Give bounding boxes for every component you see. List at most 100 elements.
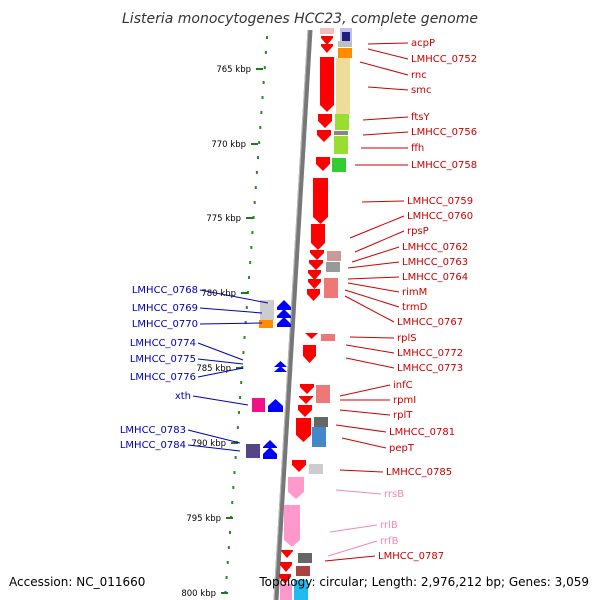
forward-gene-arrow bbox=[316, 157, 330, 171]
label-connector bbox=[341, 437, 387, 449]
gene-box bbox=[298, 553, 312, 563]
ruler-dot bbox=[232, 486, 235, 489]
reverse-gene-arrow bbox=[268, 399, 283, 412]
gene-label: rplT bbox=[393, 410, 413, 421]
ruler-dot bbox=[253, 201, 256, 204]
reverse-gene-arrow bbox=[274, 366, 287, 372]
gene-label: rpsP bbox=[407, 226, 429, 237]
gene-label: ffh bbox=[411, 143, 424, 154]
label-connector bbox=[329, 524, 378, 533]
ruler-label: 785 kbp bbox=[196, 364, 231, 374]
label-connector bbox=[335, 489, 382, 495]
ruler-dot bbox=[250, 246, 253, 249]
gene-box bbox=[312, 427, 326, 447]
ruler-dot bbox=[234, 456, 237, 459]
gene-label: smc bbox=[411, 85, 431, 96]
label-connector bbox=[339, 469, 384, 473]
gene-label: LMHCC_0768 bbox=[132, 285, 198, 296]
reverse-gene-arrow bbox=[263, 447, 277, 459]
gene-label: LMHCC_0770 bbox=[132, 319, 198, 330]
gene-box bbox=[338, 41, 352, 47]
topology-text: Topology: circular; Length: 2,976,212 bp… bbox=[258, 575, 589, 589]
forward-gene-arrow bbox=[279, 574, 291, 584]
label-connector bbox=[327, 540, 378, 557]
accession-text: Accession: NC_011660 bbox=[9, 575, 145, 589]
forward-gene-arrow bbox=[299, 396, 313, 404]
gene-label: acpP bbox=[411, 38, 435, 49]
ruler-dot bbox=[264, 51, 267, 54]
ruler-dot bbox=[243, 336, 246, 339]
gene-features bbox=[246, 28, 352, 600]
ruler-dot bbox=[237, 411, 240, 414]
gene-label: LMHCC_0756 bbox=[411, 127, 477, 138]
forward-gene-arrow bbox=[300, 384, 314, 394]
ruler-dot bbox=[260, 111, 263, 114]
label-connector bbox=[192, 395, 249, 406]
gene-label: LMHCC_0763 bbox=[402, 257, 468, 268]
gene-label: LMHCC_0776 bbox=[130, 372, 196, 383]
reverse-gene-arrow bbox=[274, 361, 287, 367]
forward-gene-arrow bbox=[321, 44, 333, 53]
label-connector bbox=[349, 215, 405, 239]
label-connector bbox=[197, 342, 244, 361]
gene-label: LMHCC_0773 bbox=[397, 363, 463, 374]
gene-box bbox=[334, 136, 348, 154]
gene-label: trmD bbox=[402, 302, 428, 313]
gene-box bbox=[332, 158, 346, 172]
gene-box bbox=[324, 278, 338, 298]
forward-gene-arrow bbox=[317, 130, 331, 142]
forward-gene-arrow bbox=[320, 57, 334, 112]
map-title: Listeria monocytogenes HCC23, complete g… bbox=[122, 11, 478, 27]
gene-box bbox=[252, 398, 265, 412]
ruler-dot bbox=[240, 381, 243, 384]
reverse-gene-arrow bbox=[277, 317, 291, 327]
rrna-arrow bbox=[288, 477, 304, 499]
gene-label: rrlB bbox=[380, 520, 398, 531]
label-connector bbox=[335, 424, 387, 433]
gene-label: rnc bbox=[411, 70, 427, 81]
ruler-dot bbox=[236, 426, 239, 429]
ruler-label: 775 kbp bbox=[206, 214, 241, 224]
label-connector bbox=[345, 344, 395, 354]
ruler-dot bbox=[266, 36, 268, 39]
forward-gene-arrow bbox=[292, 460, 306, 472]
gene-box bbox=[342, 32, 350, 44]
label-connector bbox=[199, 322, 263, 325]
forward-gene-arrow bbox=[309, 260, 323, 270]
gene-label: ftsY bbox=[411, 112, 430, 123]
backbone-line bbox=[273, 29, 313, 600]
label-connectors bbox=[187, 42, 409, 562]
ruler-dot bbox=[258, 141, 261, 144]
reverse-gene-arrow bbox=[277, 300, 291, 310]
gene-label: LMHCC_0767 bbox=[397, 317, 463, 328]
gene-label: LMHCC_0787 bbox=[378, 551, 444, 562]
label-connector bbox=[362, 131, 409, 136]
genome-backbone bbox=[273, 29, 313, 600]
label-connector bbox=[347, 261, 400, 269]
ruler-dot bbox=[233, 471, 236, 474]
gene-label: infC bbox=[393, 380, 413, 391]
label-connector bbox=[197, 367, 244, 378]
ruler-dot bbox=[245, 306, 248, 309]
label-connector bbox=[347, 282, 400, 293]
forward-gene-arrow bbox=[281, 550, 293, 558]
label-connector bbox=[361, 200, 405, 203]
label-connector bbox=[354, 230, 405, 253]
reverse-gene-arrow bbox=[263, 440, 277, 448]
ruler-dot bbox=[231, 501, 234, 504]
forward-gene-arrow bbox=[308, 279, 321, 289]
gene-box bbox=[334, 131, 348, 135]
label-connector bbox=[199, 307, 263, 314]
gene-label: rimM bbox=[402, 287, 427, 298]
ruler-dot bbox=[257, 156, 260, 159]
label-connector bbox=[367, 48, 409, 60]
gene-label: LMHCC_0784 bbox=[120, 440, 186, 451]
gene-label: LMHCC_0764 bbox=[402, 272, 468, 283]
ruler-dot bbox=[244, 321, 247, 324]
label-connector bbox=[362, 116, 409, 121]
gene-label: LMHCC_0752 bbox=[411, 54, 477, 65]
forward-gene-arrow bbox=[310, 250, 324, 260]
ruler-dot bbox=[255, 171, 258, 174]
label-connector bbox=[344, 295, 395, 323]
